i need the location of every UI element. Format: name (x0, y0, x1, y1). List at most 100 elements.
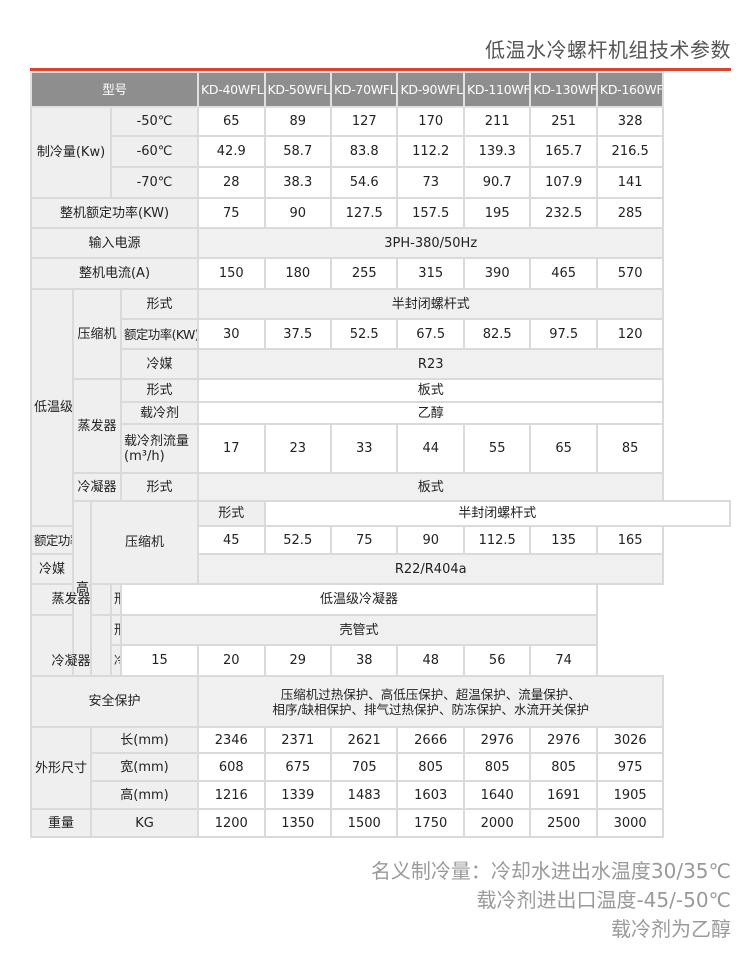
dimension-value: 1216 (197, 780, 266, 810)
dimension-value: 805 (462, 752, 532, 782)
current-value: 150 (197, 257, 266, 290)
weight-value: 2000 (462, 808, 532, 838)
dimension-value: 1905 (595, 780, 665, 810)
cooling-value: 83.8 (329, 135, 399, 168)
low-flow-value: 33 (329, 423, 399, 474)
cooling-row: -70℃ 28 38.3 54.6 73 90.7 107.9 141 (31, 166, 730, 199)
low-evaporator-label: 蒸发器 (72, 378, 122, 474)
low-compressor-type-row: 低温级 压缩机 形式 半封闭螺杆式 (30, 288, 730, 527)
high-refrigerant-row: 冷媒 R22/R404a (30, 553, 730, 585)
model-name: KD-40WFLD (197, 71, 266, 108)
power-supply-value: 3PH-380/50Hz (197, 227, 665, 259)
footnote: 名义制冷量：冷却水进出水温度30/35℃ (370, 859, 731, 883)
low-evaporator-type: 板式 (197, 378, 665, 403)
cooling-value: 251 (529, 106, 598, 137)
flow-label: 载冷剂流量(m³/h) (119, 423, 200, 474)
low-compressor-power-value: 82.5 (462, 318, 532, 350)
dimension-label: 长(mm) (89, 726, 200, 754)
cooling-value: 112.2 (396, 135, 465, 168)
dimension-value: 2976 (529, 726, 598, 754)
low-evaporator-type-row: 蒸发器 形式 板式 (31, 378, 730, 474)
dimension-value: 1640 (462, 780, 532, 810)
low-flow-value: 17 (197, 423, 266, 474)
high-compressor-power-value: 52.5 (263, 525, 332, 555)
header-row: 型号 KD-40WFLDKD-50WFLDKD-70WFLDKD-90WFLDK… (29, 71, 730, 108)
dimension-value: 705 (329, 752, 399, 782)
cooling-row: -60℃ 42.9 58.7 83.8 112.2 139.3 165.7 216.5 (31, 135, 730, 168)
cooling-value: 28 (197, 166, 266, 199)
temp-label: -60℃ (109, 135, 200, 168)
low-flow-value: 85 (595, 423, 665, 474)
high-compressor-power-value: 135 (529, 525, 598, 555)
high-flow-value: 48 (396, 644, 465, 677)
cooling-value: 54.6 (329, 166, 399, 199)
dimensions-label: 外形尺寸 (30, 726, 92, 810)
current-value: 465 (529, 257, 598, 290)
refrigerant-label: 冷媒 (30, 553, 74, 585)
dimension-value: 1691 (529, 780, 598, 810)
low-refrigerant-row: 冷媒 R23 (31, 348, 730, 380)
model-label: 型号 (29, 71, 200, 108)
dimension-value: 1483 (329, 780, 399, 810)
dimension-row: 外形尺寸 长(mm) 2346 2371 2621 2666 2976 2976 3026 (30, 726, 730, 810)
high-flow-value: 56 (462, 644, 532, 677)
low-compressor-power-row: 额定功率(KW) 30 37.5 52.5 67.5 82.5 97.5 120 (31, 318, 730, 350)
low-refrigerant-value: R23 (197, 348, 665, 380)
dimension-value: 2346 (197, 726, 266, 754)
dimension-value: 675 (263, 752, 332, 782)
temp-label: -70℃ (109, 166, 200, 199)
footnote: 载冷剂为乙醇 (611, 917, 731, 941)
safety-value: 压缩机过热保护、高低压保护、超温保护、流量保护、 相序/缺相保护、排气过热保护、… (197, 675, 665, 728)
current-value: 255 (329, 257, 399, 290)
cooling-value: 90.7 (462, 166, 532, 199)
low-compressor-power-value: 37.5 (263, 318, 332, 350)
weight-value: 2500 (529, 808, 598, 838)
page-title: 低温水冷螺杆机组技术参数 (485, 38, 731, 62)
safety-line: 压缩机过热保护、高低压保护、超温保护、流量保护、 (280, 686, 581, 702)
low-compressor-type: 半封闭螺杆式 (197, 288, 665, 320)
current-value: 570 (595, 257, 665, 290)
low-coolant-row: 载冷剂 乙醇 (31, 401, 730, 425)
safety-row: 安全保护 压缩机过热保护、高低压保护、超温保护、流量保护、 相序/缺相保护、排气… (29, 675, 730, 728)
cooling-value: 73 (396, 166, 465, 199)
high-flow-value: 20 (197, 644, 266, 677)
weight-unit: KG (89, 808, 200, 838)
model-name: KD-130WFLD (529, 71, 598, 108)
high-flow-value: 15 (119, 644, 200, 677)
low-compressor-label: 压缩机 (72, 288, 122, 380)
current-label: 整机电流(A) (29, 257, 200, 290)
power-label: 额定功率(KW) (30, 525, 74, 555)
rated-power-value: 195 (462, 197, 532, 229)
model-name: KD-110WFLD (462, 71, 532, 108)
refrigerant-label: 冷媒 (119, 348, 200, 380)
type-label: 形式 (110, 614, 122, 646)
high-compressor-label: 压缩机 (89, 500, 200, 585)
high-compressor-type: 半封闭螺杆式 (263, 500, 731, 527)
weight-value: 1500 (329, 808, 399, 838)
high-condenser-label: 冷凝器 (30, 614, 112, 677)
cooling-value: 328 (595, 106, 665, 137)
low-stage-label: 低温级 (30, 288, 74, 527)
cooling-value: 141 (595, 166, 665, 199)
high-compressor-power-value: 165 (595, 525, 665, 555)
high-compressor-power-value: 112.5 (462, 525, 532, 555)
rated-power-value: 75 (197, 197, 266, 229)
dimension-value: 1339 (263, 780, 332, 810)
dimension-value: 608 (197, 752, 266, 782)
rated-power-value: 127.5 (329, 197, 399, 229)
high-evaporator-label: 蒸发器 (30, 583, 112, 616)
dimension-value: 2666 (396, 726, 465, 754)
low-flow-value: 65 (529, 423, 598, 474)
low-condenser-row: 冷凝器 形式 板式 (31, 472, 730, 502)
dimension-value: 2371 (263, 726, 332, 754)
current-value: 390 (462, 257, 532, 290)
high-compressor-power-value: 45 (197, 525, 266, 555)
power-label: 额定功率(KW) (119, 318, 200, 350)
weight-label: 重量 (30, 808, 92, 838)
high-flow-value: 29 (263, 644, 332, 677)
high-evaporator-row: 蒸发器 形式 低温级冷凝器 (30, 583, 730, 616)
model-name: KD-50WFLD (263, 71, 332, 108)
cooling-value: 165.7 (529, 135, 598, 168)
weight-row: 重量 KG 1200 1350 1500 1750 2000 2500 3000 (30, 808, 730, 838)
